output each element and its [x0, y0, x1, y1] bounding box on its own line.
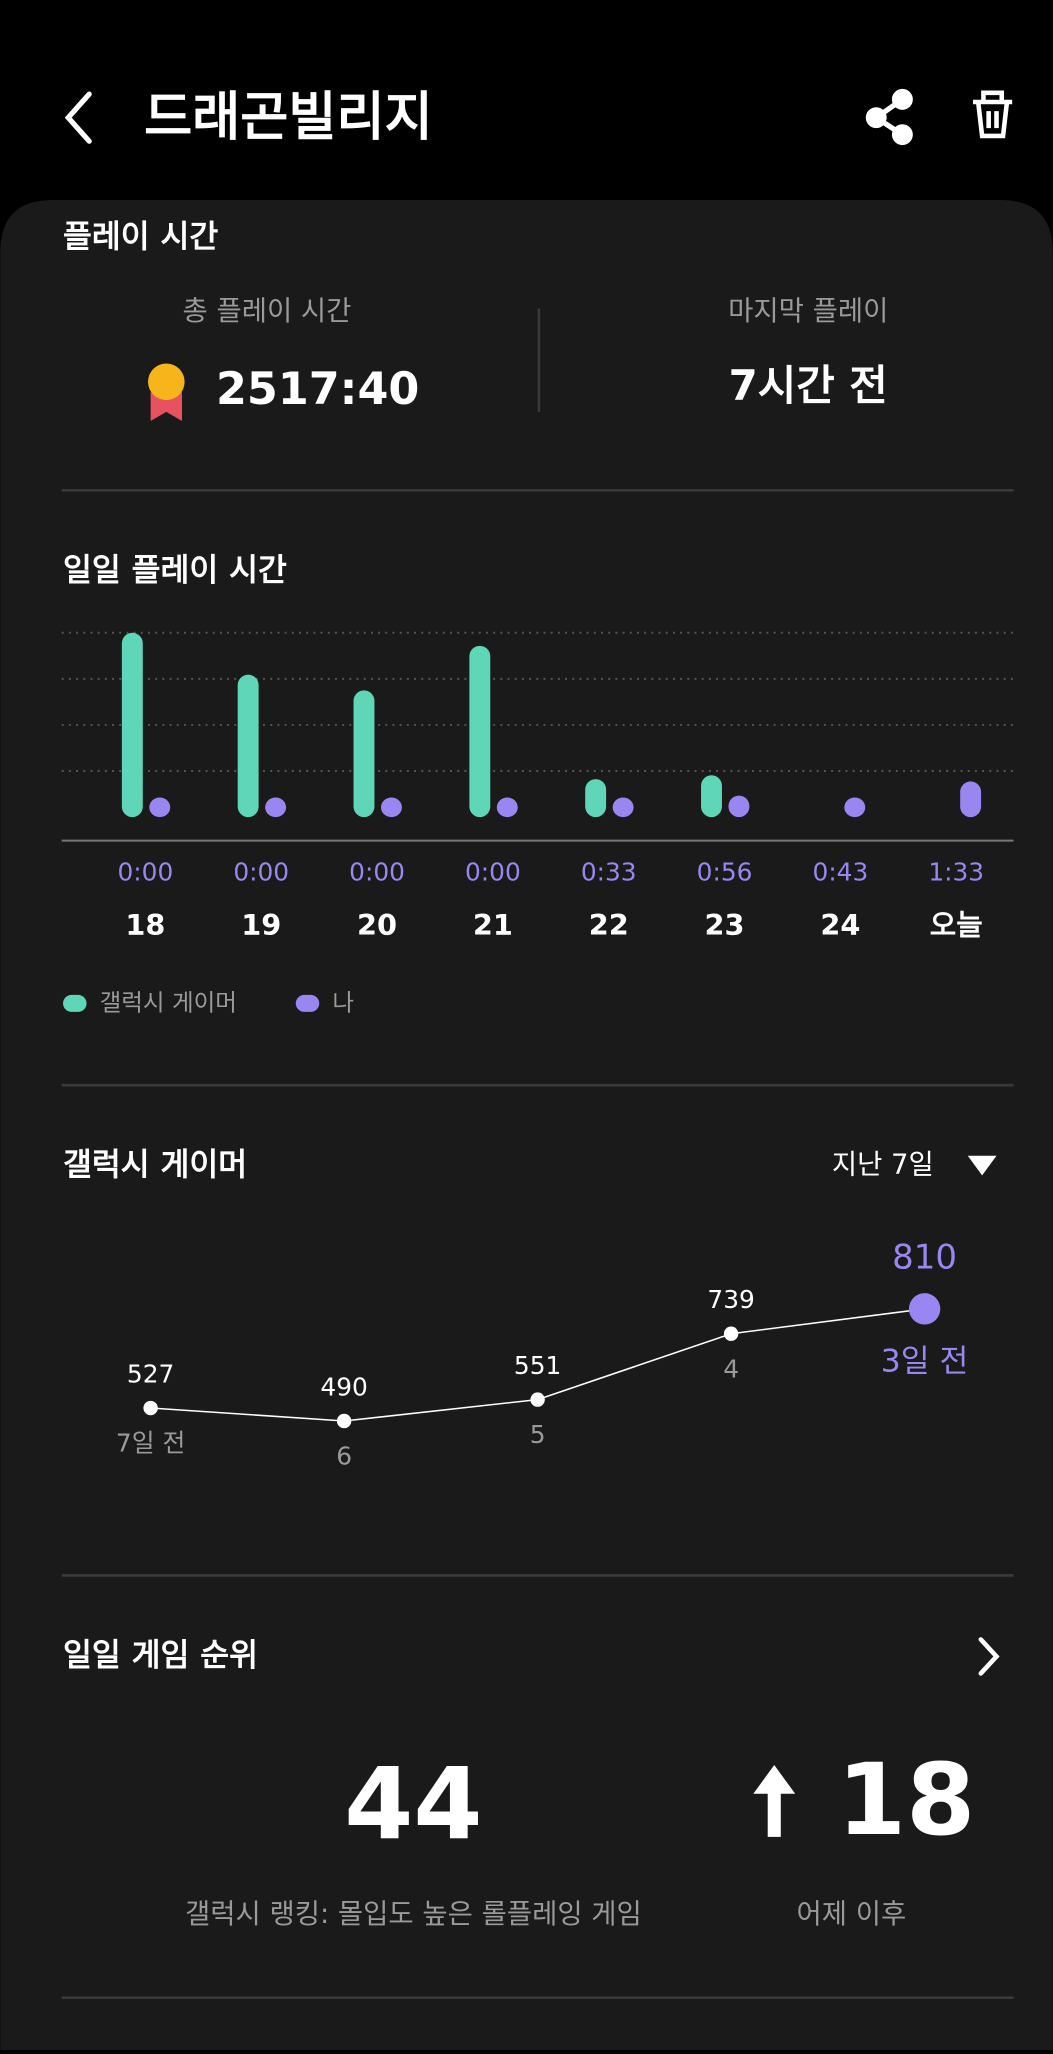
- point: [336, 1413, 352, 1429]
- back-button[interactable]: [64, 91, 92, 144]
- section-title: 일일 게임 순위: [63, 1637, 258, 1673]
- point: [723, 1326, 739, 1341]
- x-tick-label: 오늘: [930, 908, 983, 942]
- value-label: 0:33: [581, 857, 637, 886]
- chart-title: 갤럭시 게이머: [63, 1147, 247, 1183]
- value-label: 0:00: [118, 857, 174, 886]
- last-value: 7시간 전: [729, 361, 888, 410]
- change-label: 어제 이후: [797, 1899, 907, 1930]
- x-tick-label: 5: [530, 1420, 546, 1449]
- rank-label: 갤럭시 랭킹: 몰입도 높은 롤플레잉 게임: [185, 1899, 642, 1930]
- card: [0, 200, 1053, 2051]
- section-title: 플레이 시간: [63, 219, 218, 255]
- period-selector[interactable]: 지난 7일: [832, 1150, 934, 1181]
- point: [908, 1293, 941, 1325]
- legend-swatch: [63, 994, 87, 1012]
- bar: [237, 674, 259, 818]
- value-label: 551: [514, 1351, 561, 1380]
- total-value: 2517:40: [216, 364, 419, 415]
- legend-swatch: [295, 994, 320, 1012]
- medal-icon: [148, 363, 185, 421]
- bar: [960, 781, 982, 818]
- bar: [844, 797, 866, 818]
- bar: [121, 632, 143, 818]
- value-label: 1:33: [928, 857, 984, 886]
- up-arrow: [753, 1764, 796, 1837]
- x-tick-label: 22: [589, 908, 629, 942]
- delete-button[interactable]: [972, 90, 1013, 139]
- app-title: 드래곤빌리지: [144, 86, 433, 147]
- rank: 44: [344, 1747, 482, 1862]
- legend-label: 나: [332, 989, 354, 1017]
- bar: [701, 775, 722, 818]
- x-tick-label: 7일 전: [116, 1429, 185, 1458]
- bar: [265, 797, 287, 818]
- x-tick-label: 4: [723, 1354, 739, 1383]
- dropdown-arrow[interactable]: [967, 1155, 997, 1176]
- value-label: 490: [320, 1372, 367, 1401]
- value-label: 527: [127, 1359, 174, 1388]
- share-button[interactable]: [865, 88, 913, 146]
- value-label: 0:00: [233, 857, 289, 886]
- x-tick-label: 19: [241, 908, 281, 942]
- value-label: 810: [892, 1238, 957, 1278]
- rank-change: 18: [837, 1743, 975, 1858]
- point: [530, 1392, 545, 1407]
- bar: [585, 779, 607, 818]
- x-tick-label: 3일 전: [881, 1343, 969, 1379]
- value-label: 739: [707, 1285, 754, 1314]
- total-label: 총 플레이 시간: [183, 296, 352, 327]
- x-tick-label: 6: [336, 1442, 352, 1471]
- more-button[interactable]: [978, 1637, 1000, 1676]
- x-tick-label: 20: [357, 908, 397, 942]
- value-label: 0:00: [349, 857, 405, 886]
- bar: [380, 797, 402, 818]
- bar: [353, 690, 375, 818]
- value-label: 0:56: [697, 857, 753, 886]
- last-label: 마지막 플레이: [728, 296, 888, 327]
- legend-label: 갤럭시 게이머: [100, 989, 237, 1017]
- x-tick-label: 23: [705, 908, 745, 942]
- bar: [612, 797, 634, 818]
- x-tick-label: 18: [125, 908, 165, 942]
- x-tick-label: 21: [473, 908, 513, 942]
- bar: [728, 795, 750, 818]
- bar: [149, 797, 171, 818]
- bar: [469, 645, 491, 818]
- value-label: 0:43: [813, 857, 869, 886]
- point: [143, 1400, 158, 1416]
- value-label: 0:00: [465, 857, 521, 886]
- chart-title: 일일 플레이 시간: [63, 552, 287, 588]
- bar: [496, 797, 518, 818]
- x-tick-label: 24: [820, 908, 860, 942]
